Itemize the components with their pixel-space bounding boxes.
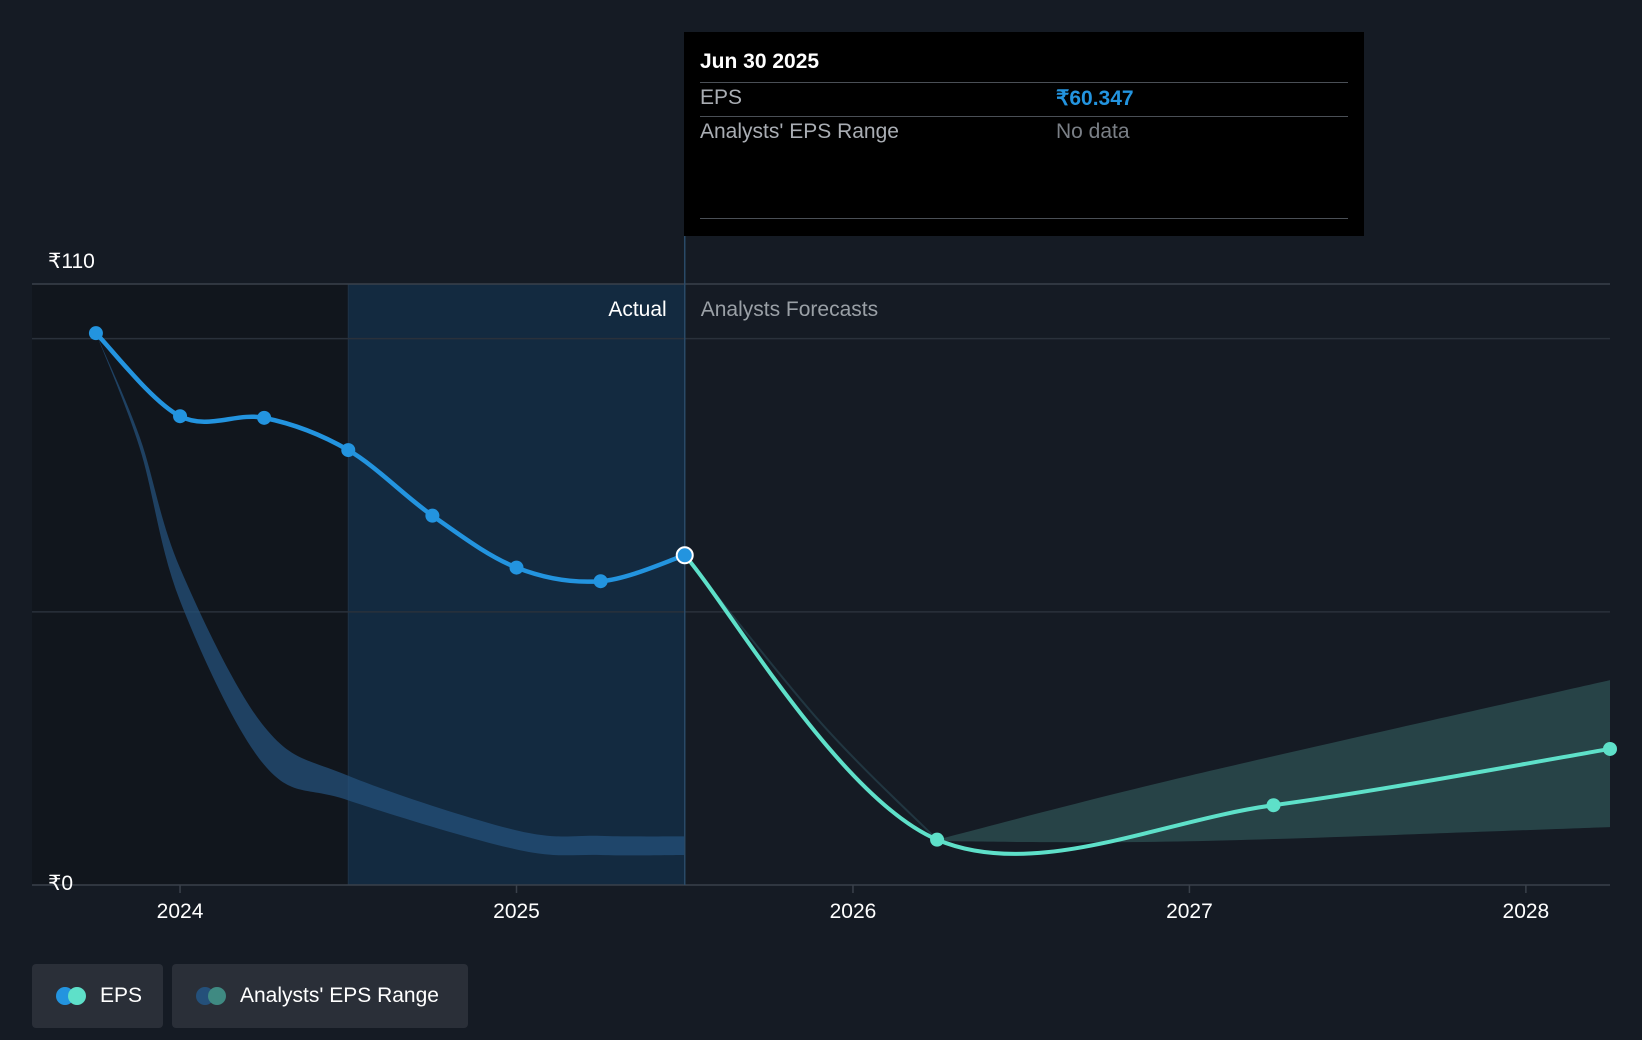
range-band-actual <box>95 333 685 856</box>
tooltip-divider <box>700 82 1348 83</box>
range-legend-icon <box>196 987 230 1005</box>
tooltip-eps-label: EPS <box>700 86 743 109</box>
legend-eps-label: EPS <box>100 984 143 1007</box>
legend-eps-button[interactable]: EPS <box>32 964 163 1028</box>
x-tick-label: 2024 <box>157 900 204 923</box>
eps-actual-point <box>509 560 524 575</box>
eps-actual-point <box>341 443 356 458</box>
eps-forecast-point <box>1603 741 1617 756</box>
eps-forecast-point <box>1266 798 1281 813</box>
eps-legend-icon <box>56 987 90 1005</box>
range-connector <box>683 554 938 841</box>
x-tick-label: 2025 <box>493 900 540 923</box>
eps-highlight-point <box>675 546 694 565</box>
tooltip-divider <box>700 218 1348 219</box>
legend-range-label: Analysts' EPS Range <box>240 984 439 1007</box>
x-tick-label: 2027 <box>1166 900 1213 923</box>
x-tick-label: 2026 <box>830 900 877 923</box>
eps-forecast-point <box>930 832 945 847</box>
past-shade <box>32 284 349 885</box>
tooltip: Jun 30 2025 EPS ₹60.347 Analysts' EPS Ra… <box>684 32 1364 236</box>
eps-actual-point <box>425 508 440 523</box>
actual-section-label: Actual <box>608 298 666 321</box>
legend-range-button[interactable]: Analysts' EPS Range <box>172 964 468 1028</box>
tooltip-range-value: No data <box>1056 120 1130 143</box>
eps-actual-point <box>593 574 608 589</box>
range-band-forecast <box>937 680 1610 843</box>
tooltip-range-label: Analysts' EPS Range <box>700 120 899 143</box>
eps-actual-point <box>88 326 103 341</box>
eps-actual-point <box>173 409 188 424</box>
tooltip-eps-value: ₹60.347 <box>1056 87 1134 110</box>
tooltip-date: Jun 30 2025 <box>700 50 820 73</box>
eps-forecast-line <box>682 553 1612 856</box>
forecast-section-label: Analysts Forecasts <box>701 298 878 321</box>
actual-shade <box>348 284 685 885</box>
eps-actual-point <box>257 410 272 425</box>
x-tick-label: 2028 <box>1503 900 1550 923</box>
y-axis-label: ₹0 <box>48 872 73 895</box>
tooltip-divider <box>700 116 1348 117</box>
y-axis-label: ₹110 <box>48 250 95 273</box>
